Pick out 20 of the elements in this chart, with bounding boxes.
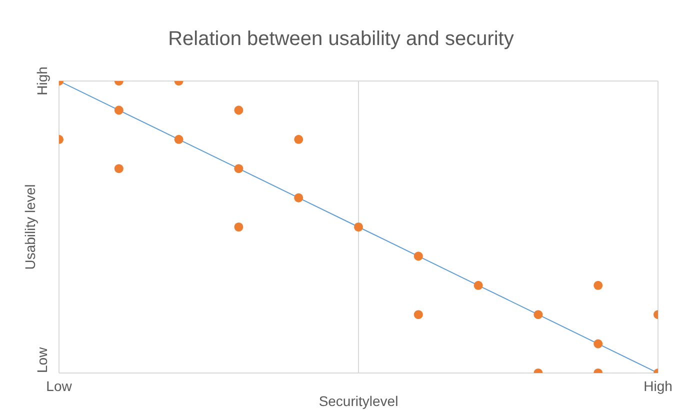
chart-title: Relation between usability and security xyxy=(167,28,515,51)
point xyxy=(414,310,423,320)
point xyxy=(354,222,364,232)
point xyxy=(114,106,124,115)
x-axis-title: Securitylevel xyxy=(318,393,398,409)
point xyxy=(234,164,244,174)
point xyxy=(474,280,483,290)
point xyxy=(294,193,304,202)
point xyxy=(234,106,244,115)
y-axis-title: Usability level xyxy=(22,184,38,270)
point xyxy=(534,310,543,320)
point xyxy=(594,339,603,348)
text: High xyxy=(34,66,50,96)
point xyxy=(294,134,304,144)
text: Low xyxy=(34,346,50,373)
point xyxy=(414,252,423,261)
point xyxy=(174,134,184,144)
point xyxy=(114,164,124,174)
point xyxy=(594,280,603,290)
point xyxy=(234,222,244,232)
